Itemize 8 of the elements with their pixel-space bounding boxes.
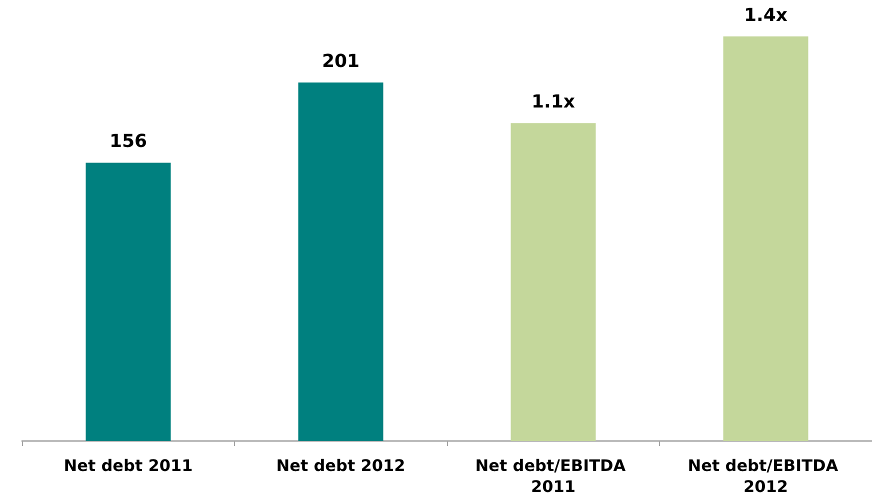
data-label: 156 bbox=[109, 131, 148, 152]
data-label: 1.4x bbox=[744, 4, 788, 26]
x-tick-label: Net debt 2011 bbox=[64, 456, 193, 475]
data-label: 1.1x bbox=[532, 92, 576, 113]
data-label: 201 bbox=[322, 50, 360, 72]
x-tick-label: Net debt 2012 bbox=[276, 456, 406, 475]
x-tick-label: Net debt/EBITDA 2011 bbox=[475, 456, 632, 496]
x-tick-label: Net debt/EBITDA 2012 bbox=[688, 456, 844, 496]
